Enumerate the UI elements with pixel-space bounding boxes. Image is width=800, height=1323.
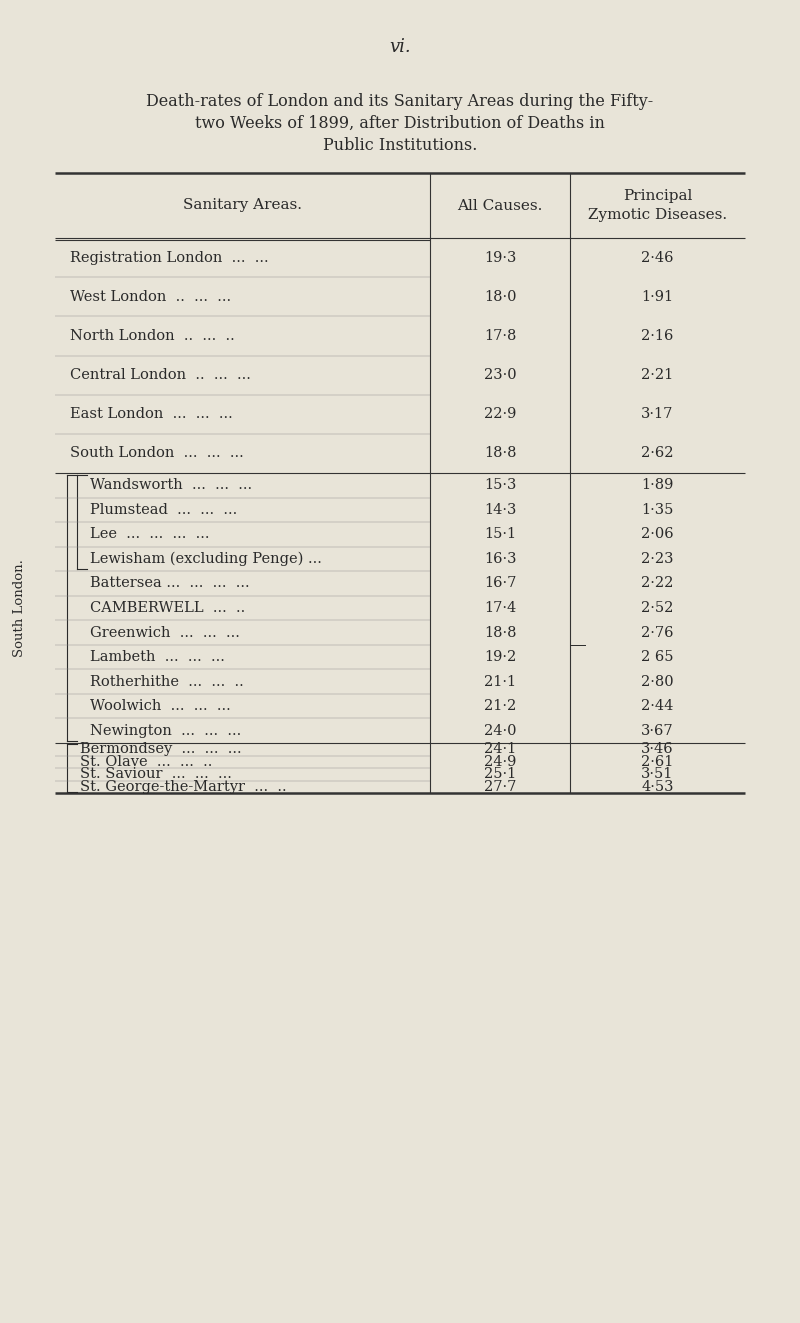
- Text: Battersea ...  ...  ...  ...: Battersea ... ... ... ...: [90, 577, 250, 590]
- Text: 2·22: 2·22: [642, 577, 674, 590]
- Text: Registration London  ...  ...: Registration London ... ...: [70, 250, 269, 265]
- Text: Death-rates of London and its Sanitary Areas during the Fifty-: Death-rates of London and its Sanitary A…: [146, 93, 654, 110]
- Text: Principal
Zymotic Diseases.: Principal Zymotic Diseases.: [588, 189, 727, 222]
- Text: 14·3: 14·3: [484, 503, 516, 517]
- Text: 3·17: 3·17: [642, 407, 674, 421]
- Text: 21·1: 21·1: [484, 675, 516, 689]
- Text: 24·9: 24·9: [484, 754, 516, 769]
- Text: 2·21: 2·21: [642, 368, 674, 382]
- Text: 15·3: 15·3: [484, 479, 516, 492]
- Text: 2·80: 2·80: [641, 675, 674, 689]
- Text: 18·8: 18·8: [484, 446, 516, 460]
- Text: Plumstead  ...  ...  ...: Plumstead ... ... ...: [90, 503, 238, 517]
- Text: South London  ...  ...  ...: South London ... ... ...: [70, 446, 244, 460]
- Text: Newington  ...  ...  ...: Newington ... ... ...: [90, 724, 242, 738]
- Text: 2·23: 2·23: [642, 552, 674, 566]
- Text: West London  ..  ...  ...: West London .. ... ...: [70, 290, 231, 304]
- Text: 1·89: 1·89: [642, 479, 674, 492]
- Text: 2·76: 2·76: [642, 626, 674, 639]
- Text: 1·35: 1·35: [642, 503, 674, 517]
- Text: 17·8: 17·8: [484, 329, 516, 343]
- Text: Rotherhithe  ...  ...  ..: Rotherhithe ... ... ..: [90, 675, 244, 689]
- Text: 16·7: 16·7: [484, 577, 516, 590]
- Text: East London  ...  ...  ...: East London ... ... ...: [70, 407, 233, 421]
- Text: CAMBERWELL  ...  ..: CAMBERWELL ... ..: [90, 601, 246, 615]
- Text: 15·1: 15·1: [484, 528, 516, 541]
- Text: Lee  ...  ...  ...  ...: Lee ... ... ... ...: [90, 528, 210, 541]
- Text: St. Saviour  ...  ...  ...: St. Saviour ... ... ...: [80, 767, 232, 782]
- Text: 2·62: 2·62: [642, 446, 674, 460]
- Text: 23·0: 23·0: [484, 368, 516, 382]
- Text: All Causes.: All Causes.: [458, 198, 542, 213]
- Text: North London  ..  ...  ..: North London .. ... ..: [70, 329, 234, 343]
- Text: 1·91: 1·91: [642, 290, 674, 304]
- Text: 2·61: 2·61: [642, 754, 674, 769]
- Text: St. Olave  ...  ...  ..: St. Olave ... ... ..: [80, 754, 212, 769]
- Text: 3·51: 3·51: [642, 767, 674, 782]
- Text: 27·7: 27·7: [484, 779, 516, 794]
- Text: Lewisham (excluding Penge) ...: Lewisham (excluding Penge) ...: [90, 552, 322, 566]
- Text: St. George-the-Martyr  ...  ..: St. George-the-Martyr ... ..: [80, 779, 286, 794]
- Text: 24·0: 24·0: [484, 724, 516, 738]
- Text: Woolwich  ...  ...  ...: Woolwich ... ... ...: [90, 699, 230, 713]
- Text: Greenwich  ...  ...  ...: Greenwich ... ... ...: [90, 626, 240, 639]
- Text: 22·9: 22·9: [484, 407, 516, 421]
- Text: Bermondsey  ...  ...  ...: Bermondsey ... ... ...: [80, 742, 242, 757]
- Text: two Weeks of 1899, after Distribution of Deaths in: two Weeks of 1899, after Distribution of…: [195, 115, 605, 132]
- Text: 2·06: 2·06: [641, 528, 674, 541]
- Text: 16·3: 16·3: [484, 552, 516, 566]
- Text: South London.: South London.: [14, 560, 26, 658]
- Text: 24·1: 24·1: [484, 742, 516, 757]
- Text: 2·44: 2·44: [642, 699, 674, 713]
- Text: Sanitary Areas.: Sanitary Areas.: [183, 198, 302, 213]
- Text: 4·53: 4·53: [642, 779, 674, 794]
- Text: 18·8: 18·8: [484, 626, 516, 639]
- Text: 3·67: 3·67: [641, 724, 674, 738]
- Text: 2·16: 2·16: [642, 329, 674, 343]
- Text: Wandsworth  ...  ...  ...: Wandsworth ... ... ...: [90, 479, 252, 492]
- Text: 3·46: 3·46: [641, 742, 674, 757]
- Text: 2·46: 2·46: [642, 250, 674, 265]
- Text: 19·2: 19·2: [484, 650, 516, 664]
- Text: 25·1: 25·1: [484, 767, 516, 782]
- Text: 17·4: 17·4: [484, 601, 516, 615]
- Text: 2·52: 2·52: [642, 601, 674, 615]
- Text: 19·3: 19·3: [484, 250, 516, 265]
- Text: 18·0: 18·0: [484, 290, 516, 304]
- Text: 2 65: 2 65: [642, 650, 674, 664]
- Text: Central London  ..  ...  ...: Central London .. ... ...: [70, 368, 251, 382]
- Text: Public Institutions.: Public Institutions.: [323, 138, 477, 153]
- Text: Lambeth  ...  ...  ...: Lambeth ... ... ...: [90, 650, 225, 664]
- Text: vi.: vi.: [389, 38, 411, 56]
- Text: 21·2: 21·2: [484, 699, 516, 713]
